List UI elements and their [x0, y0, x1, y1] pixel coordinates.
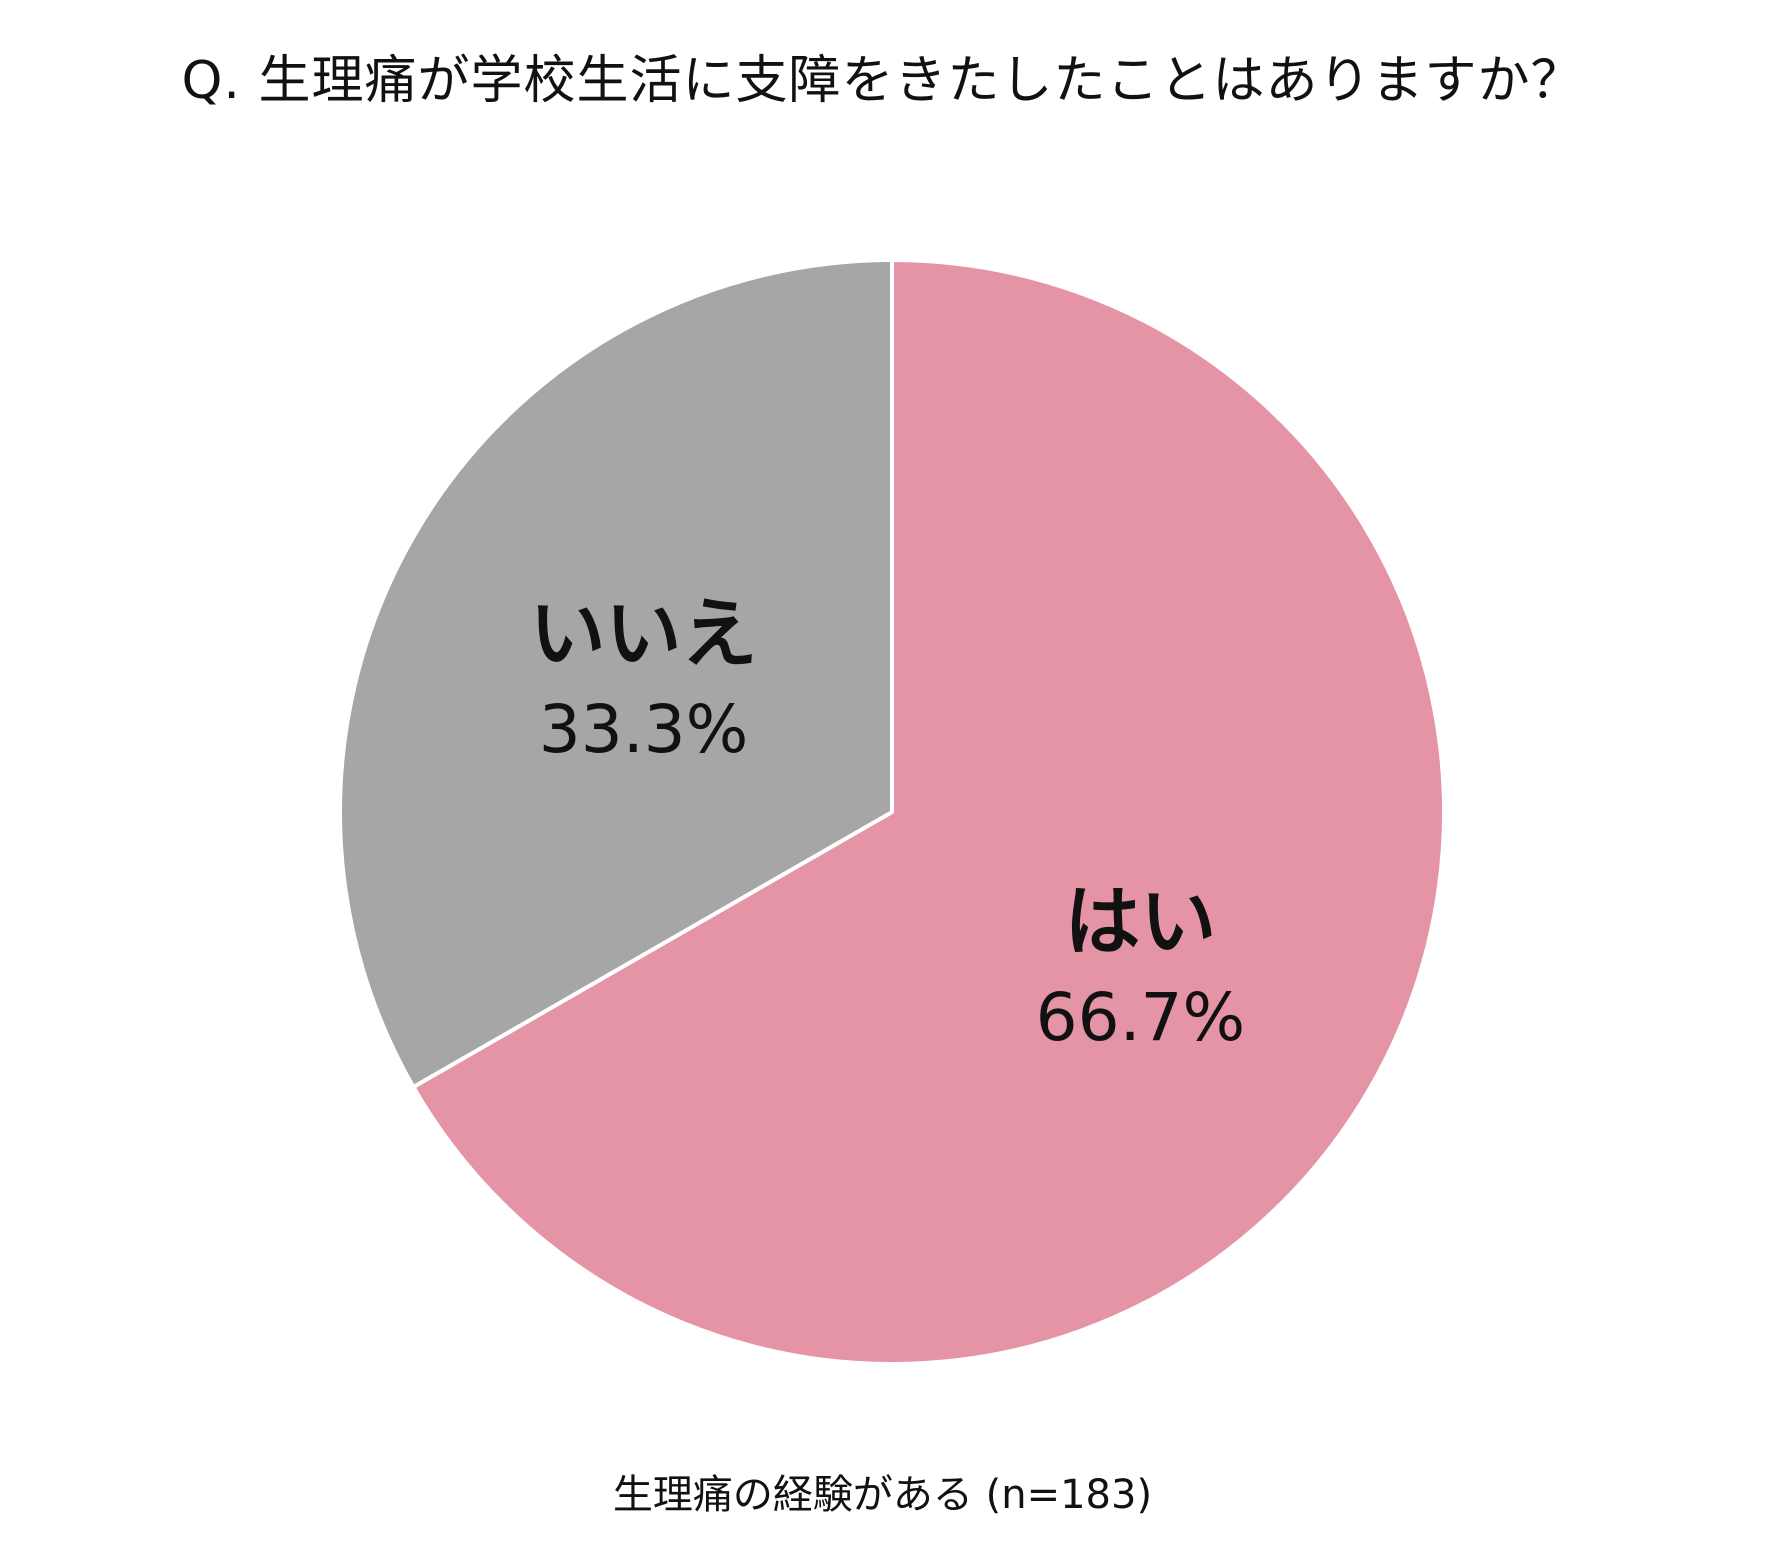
slice-value-label-2: 33.3%: [539, 691, 749, 768]
slice-label-2: いいえ: [530, 589, 758, 678]
slice-value-label-1: 66.7%: [1036, 979, 1246, 1056]
pie-slices: [338, 258, 1446, 1366]
pie-slice-2: [338, 258, 894, 1089]
pie-labels: はい 66.7% いいえ 33.3%: [530, 589, 1246, 1056]
chart-title: Q. 生理痛が学校生活に支障をきたしたことはありますか？: [181, 51, 1584, 111]
pie-slice-1: [411, 258, 1446, 1366]
chart-caption: 生理痛の経験がある (n=183): [612, 1472, 1153, 1518]
slice-label-1: はい: [1064, 877, 1216, 966]
